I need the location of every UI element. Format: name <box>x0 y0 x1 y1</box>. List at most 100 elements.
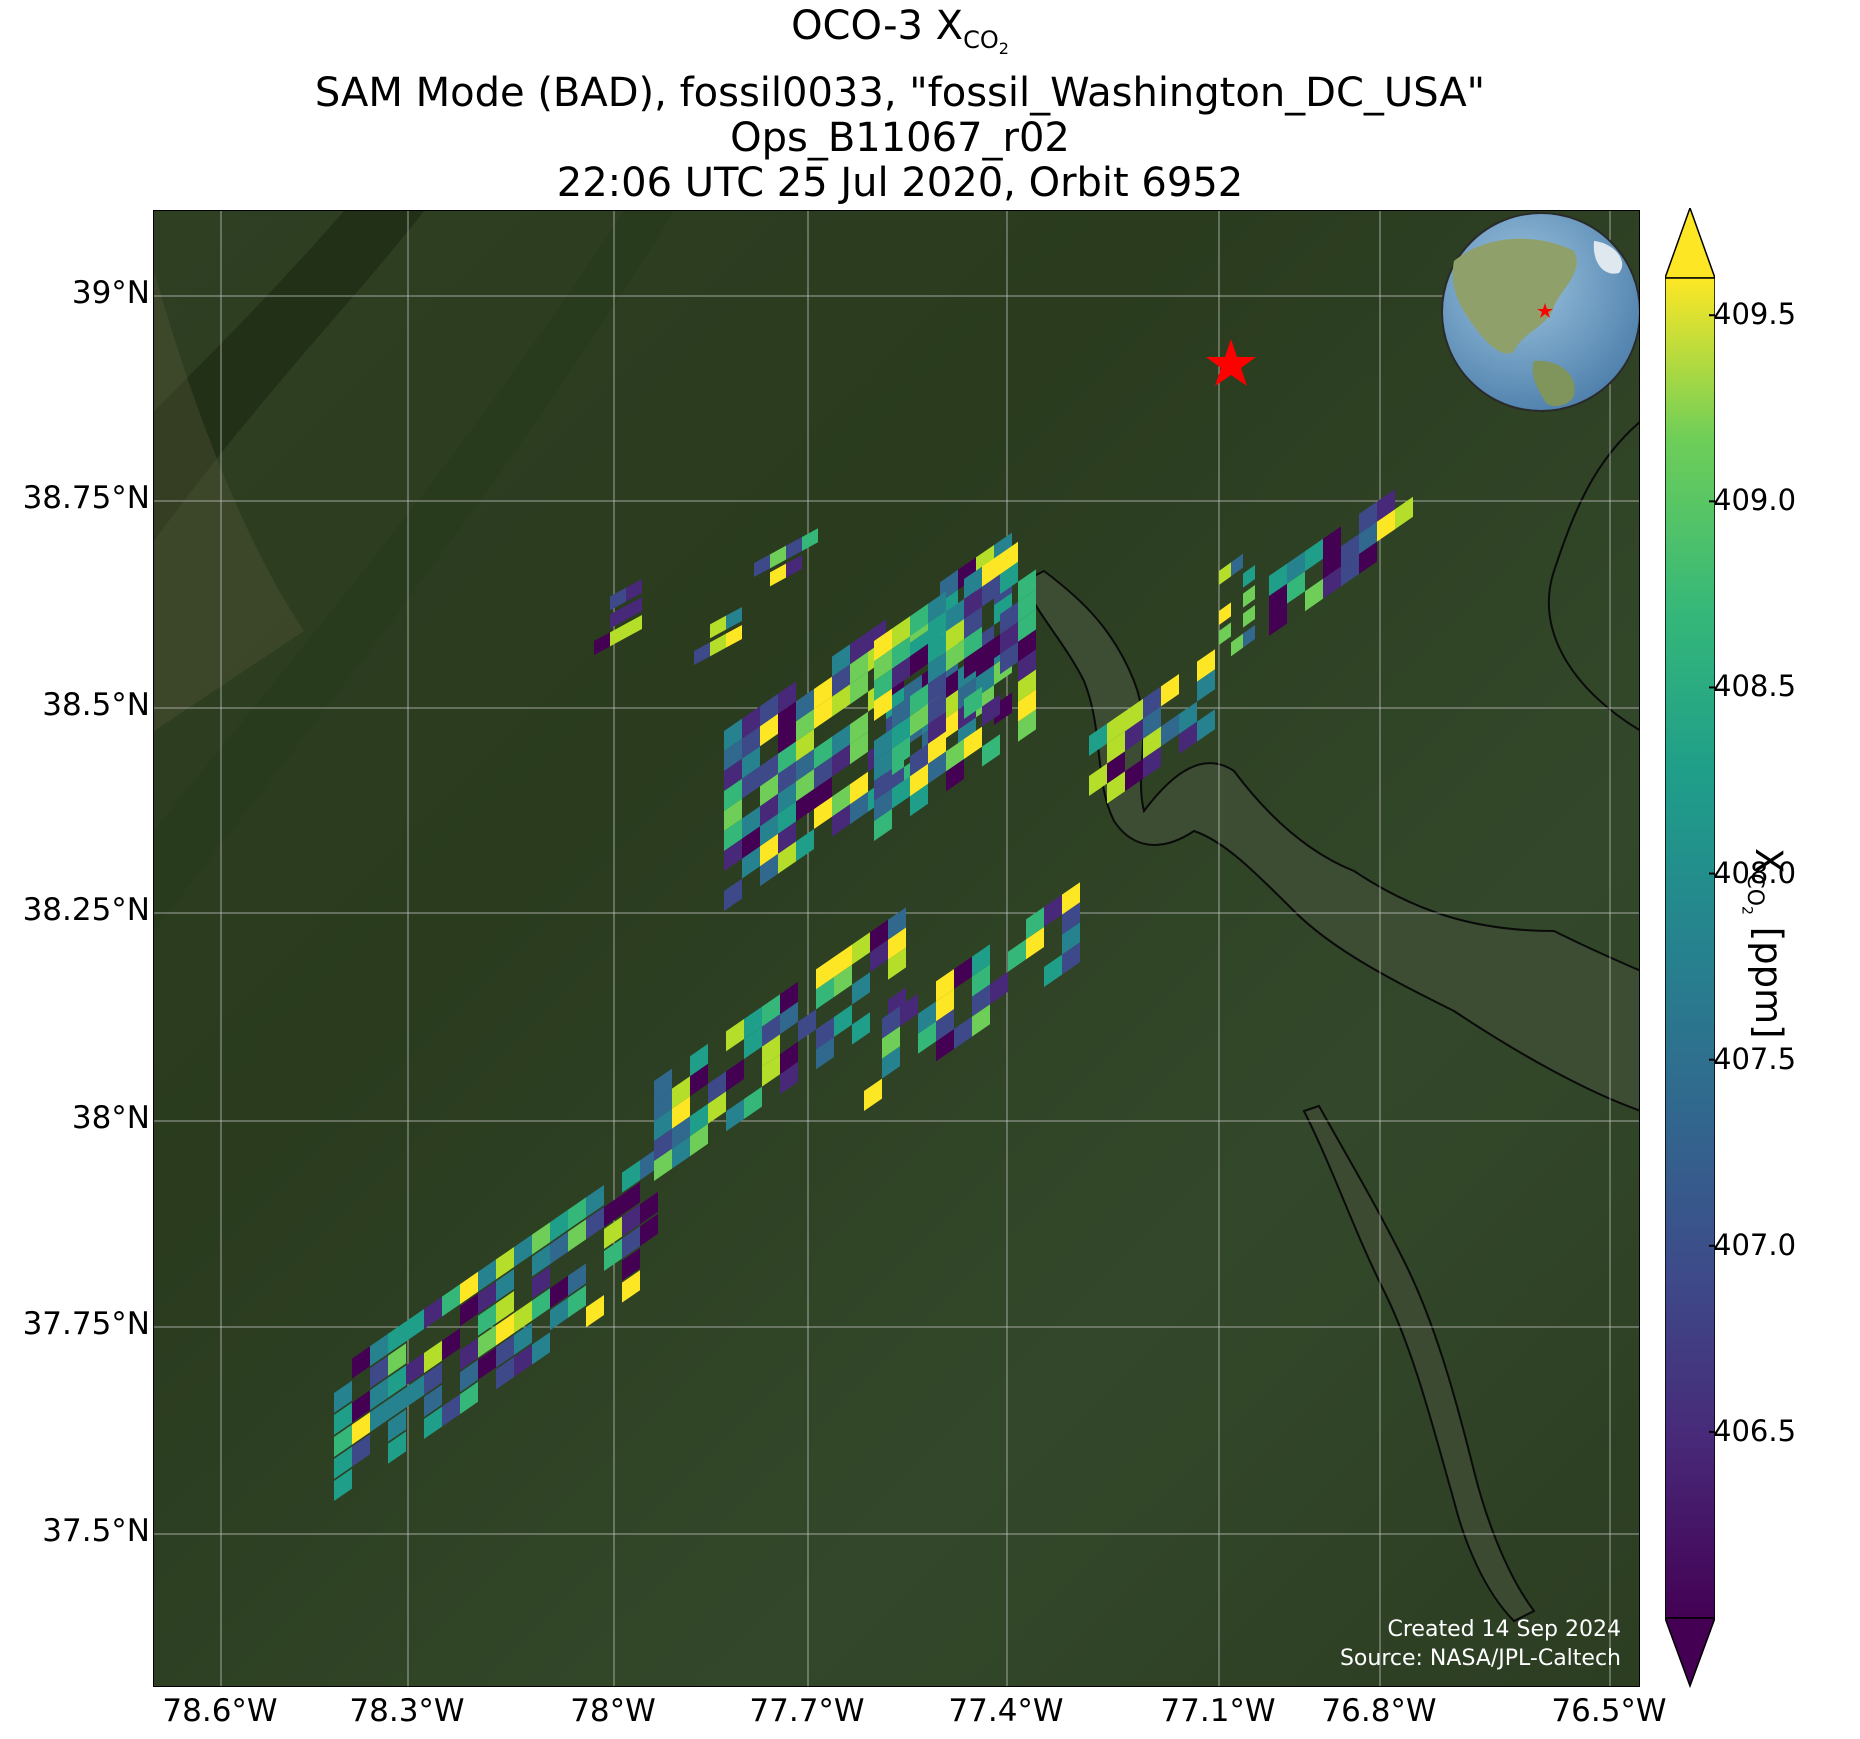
sounding-footprint <box>796 729 814 762</box>
sounding-footprint <box>832 784 850 817</box>
sounding-footprint <box>1062 942 1080 975</box>
sounding-footprint <box>976 685 994 718</box>
sounding-footprint <box>744 1026 762 1059</box>
sounding-footprint <box>928 591 946 624</box>
sounding-footprint <box>1018 669 1036 702</box>
sounding-footprint <box>550 1297 568 1331</box>
sounding-footprint <box>910 703 928 737</box>
sounding-footprint <box>796 769 814 802</box>
sounding-footprint <box>726 1099 744 1132</box>
sounding-footprint <box>514 1300 532 1333</box>
sounding-footprint <box>1107 711 1125 744</box>
sounding-footprint <box>832 664 850 697</box>
sounding-footprint <box>460 1359 478 1393</box>
sounding-footprint <box>816 957 834 990</box>
sounding-footprint <box>352 1390 370 1423</box>
sounding-footprint <box>610 605 626 629</box>
lon-tick-label: 78.3°W <box>349 1693 465 1729</box>
sounding-footprint <box>370 1355 388 1389</box>
sounding-footprint <box>1026 907 1044 940</box>
coast-line <box>1547 421 1639 731</box>
sounding-footprint <box>778 701 796 734</box>
sounding-footprint <box>946 759 964 792</box>
sounding-footprint <box>1243 564 1255 588</box>
sounding-footprint <box>814 676 832 709</box>
satellite-map[interactable]: Created 14 Sep 2024 Source: NASA/JPL-Cal… <box>153 210 1640 1687</box>
sounding-footprint <box>850 671 868 705</box>
sounding-footprint <box>874 788 892 821</box>
sounding-footprint <box>388 1409 406 1442</box>
sounding-footprint <box>832 804 850 837</box>
sounding-footprint <box>778 801 796 834</box>
sounding-footprint <box>874 768 892 801</box>
sounding-footprint <box>334 1402 352 1435</box>
sounding-footprint <box>334 1424 352 1457</box>
sounding-footprint <box>460 1271 478 1305</box>
sounding-footprint <box>874 668 892 701</box>
sounding-footprint <box>1341 534 1359 567</box>
sounding-footprint <box>532 1288 550 1321</box>
sounding-footprint <box>834 944 852 977</box>
sounding-footprint <box>1323 546 1341 579</box>
sounding-footprint <box>964 566 982 599</box>
sounding-footprint <box>654 1068 672 1101</box>
globe-greenland <box>1593 241 1623 274</box>
sounding-footprint <box>672 1096 690 1129</box>
sounding-footprint <box>796 829 814 862</box>
sounding-footprint <box>742 726 760 759</box>
sounding-footprint <box>610 623 626 647</box>
sounding-footprint <box>424 1362 442 1395</box>
sounding-footprint <box>832 684 850 717</box>
sounding-footprint <box>850 791 868 825</box>
sounding-footprint <box>742 706 760 739</box>
sounding-footprint <box>1143 686 1161 719</box>
colorbar-ticks <box>1709 314 1715 1433</box>
sounding-footprint <box>1287 571 1305 604</box>
sounding-footprint <box>770 545 786 569</box>
sounding-footprint <box>936 1009 954 1042</box>
colorbar-tick-label: 408.5 <box>1713 669 1797 704</box>
sounding-footprint <box>370 1399 388 1433</box>
chart-title: OCO-3 XCO2 SAM Mode (BAD), fossil0033, "… <box>0 4 1800 206</box>
sounding-footprint <box>982 554 1000 587</box>
credit-source: Source: NASA/JPL-Caltech <box>1339 1646 1621 1671</box>
sounding-footprint <box>762 1054 780 1087</box>
sounding-footprint <box>780 1041 798 1075</box>
sounding-footprint <box>760 693 778 727</box>
sounding-footprint <box>724 718 742 751</box>
sounding-footprint <box>610 587 626 611</box>
sounding-footprint <box>874 808 892 841</box>
sounding-footprint <box>1305 538 1323 572</box>
sounding-footprint <box>1018 689 1036 722</box>
lon-tick-label: 76.5°W <box>1551 1693 1667 1729</box>
sounding-footprint <box>874 728 892 761</box>
lon-tick-label: 76.8°W <box>1321 1693 1437 1729</box>
sounding-footprint <box>1026 927 1044 960</box>
sounding-footprint <box>388 1365 406 1398</box>
lon-tick-label: 77.4°W <box>948 1693 1064 1729</box>
sounding-footprint <box>802 528 818 551</box>
sounding-footprint <box>928 651 946 684</box>
sounding-footprint <box>532 1222 550 1255</box>
sounding-footprint <box>760 713 778 747</box>
sounding-footprint <box>1231 633 1243 657</box>
sounding-footprint <box>568 1263 586 1296</box>
sounding-footprint <box>834 1004 852 1037</box>
sounding-footprint <box>762 994 780 1027</box>
sounding-footprint <box>928 711 946 744</box>
target-star-marker[interactable] <box>1206 339 1256 386</box>
sounding-footprint <box>690 1103 708 1137</box>
sounding-footprint <box>1143 746 1161 779</box>
sounding-footprint <box>594 632 610 655</box>
sounding-footprint <box>514 1234 532 1267</box>
sounding-footprint <box>622 1270 640 1303</box>
sounding-footprint <box>742 766 760 799</box>
sounding-footprint <box>622 1160 640 1193</box>
river-water <box>1302 1104 1536 1623</box>
sounding-footprint <box>586 1185 604 1218</box>
sounding-footprint <box>622 1248 640 1281</box>
sounding-footprint <box>954 956 972 989</box>
sounding-footprint <box>690 1063 708 1097</box>
sounding-footprint <box>1243 584 1255 608</box>
sounding-footprint <box>982 574 1000 607</box>
